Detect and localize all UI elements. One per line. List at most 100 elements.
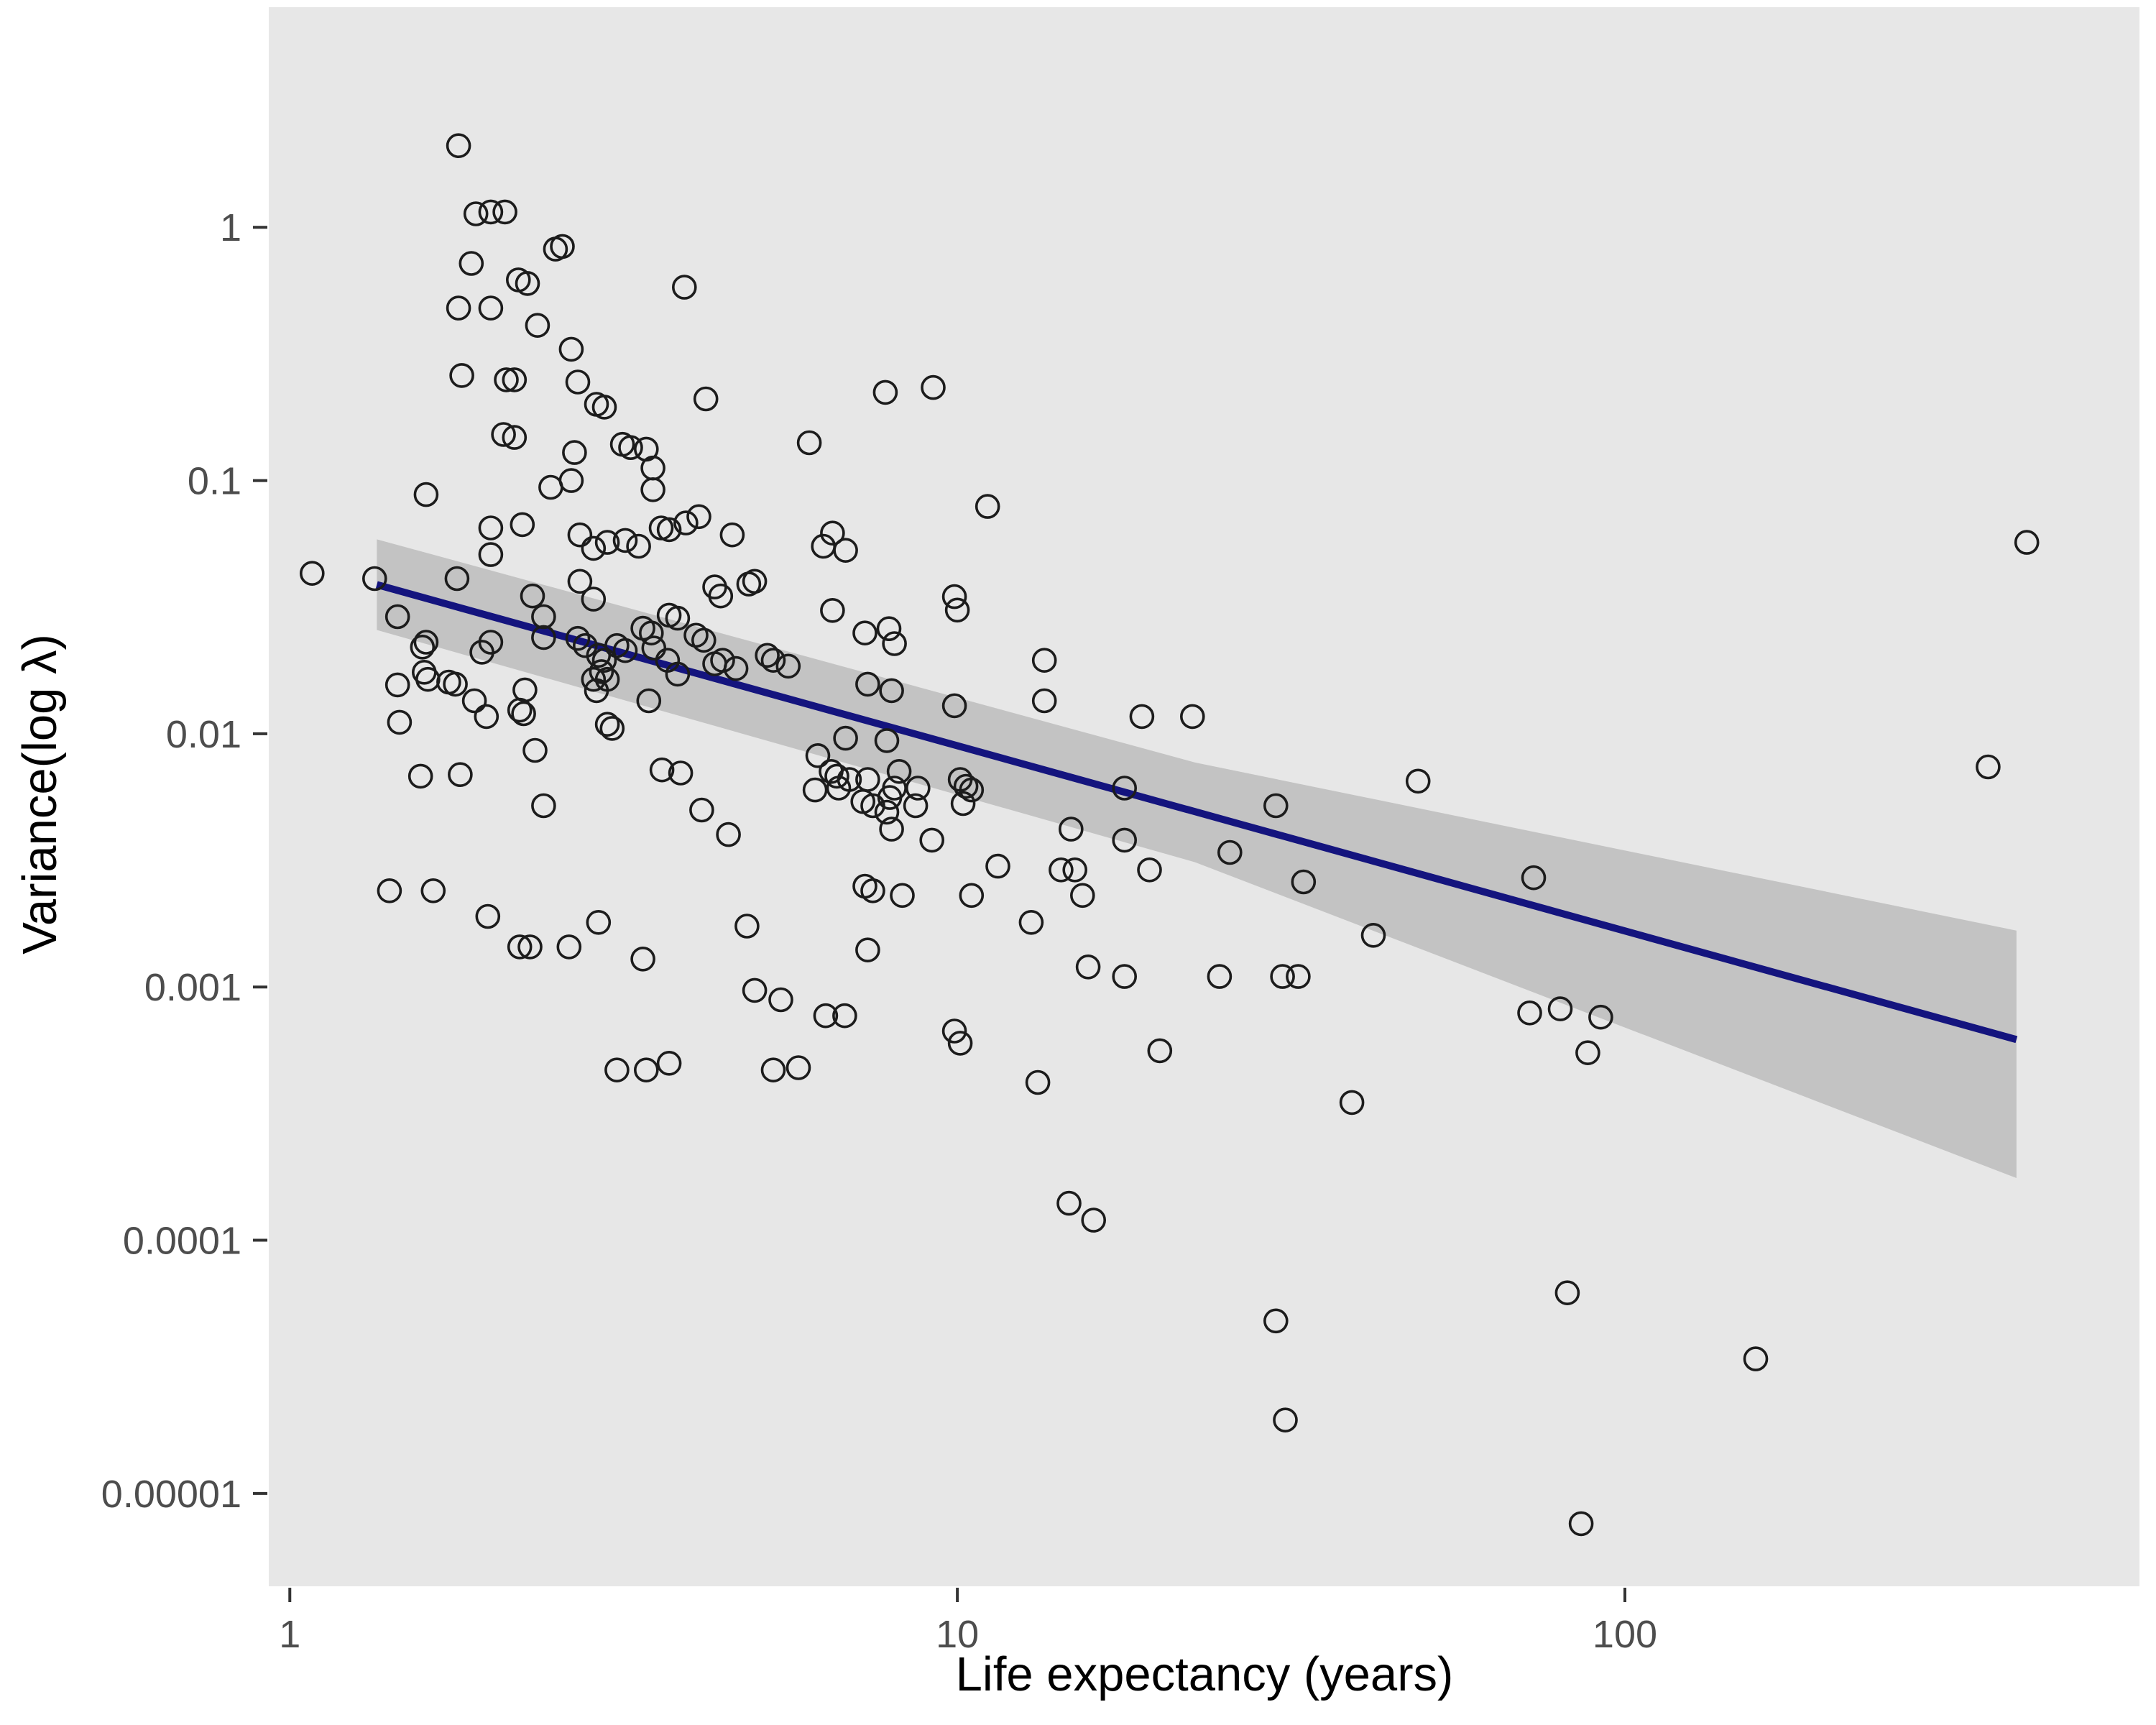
data-point	[565, 625, 591, 651]
data-point	[1062, 857, 1087, 883]
data-point	[640, 477, 665, 502]
data-point	[941, 693, 967, 719]
data-point	[760, 1057, 786, 1082]
data-point	[1031, 648, 1057, 673]
data-point	[1517, 1000, 1542, 1026]
data-point	[591, 395, 617, 420]
data-point	[507, 934, 533, 960]
data-point	[708, 583, 734, 609]
data-point	[384, 672, 410, 698]
data-point	[550, 234, 575, 259]
y-tick-label: 0.00001	[101, 1473, 241, 1516]
data-point	[459, 251, 484, 276]
data-point	[874, 799, 900, 825]
data-point	[673, 510, 699, 535]
data-point	[813, 1003, 839, 1029]
data-point	[520, 583, 545, 609]
data-point	[1263, 793, 1289, 819]
data-point	[852, 620, 877, 646]
data-point	[586, 910, 612, 935]
data-point	[953, 773, 979, 799]
data-point	[1568, 1511, 1594, 1537]
data-point	[876, 616, 902, 642]
x-axis-title: Life expectancy (years)	[956, 1647, 1454, 1701]
x-axis-tick-labels: 1 10 100	[279, 1613, 1657, 1656]
data-point	[636, 688, 662, 714]
data-point	[710, 648, 735, 673]
data-point	[591, 648, 617, 673]
data-point	[879, 816, 904, 842]
data-point	[947, 1031, 973, 1056]
data-point	[944, 597, 970, 623]
data-point	[1554, 1280, 1580, 1305]
data-point	[594, 712, 620, 737]
data-point	[691, 627, 717, 653]
data-point	[562, 440, 587, 465]
data-point	[855, 671, 880, 697]
data-point	[755, 643, 780, 668]
data-point	[361, 566, 387, 592]
data-point	[719, 522, 745, 548]
data-point	[525, 313, 550, 339]
data-point	[507, 697, 533, 723]
y-tick-label: 0.1	[188, 460, 241, 503]
data-point	[1147, 1038, 1173, 1064]
data-point	[474, 704, 499, 730]
data-point	[833, 538, 858, 564]
data-point	[475, 903, 501, 929]
data-point	[886, 759, 912, 784]
data-point	[665, 661, 691, 687]
data-point	[1112, 827, 1137, 853]
x-tick-label: 100	[1593, 1613, 1657, 1656]
data-point	[959, 777, 985, 803]
data-point	[502, 425, 528, 450]
data-point	[833, 725, 858, 751]
data-point	[1286, 964, 1311, 989]
x-tick-label: 10	[936, 1613, 979, 1656]
data-point	[693, 386, 719, 412]
data-point	[671, 275, 697, 300]
data-point	[906, 776, 931, 801]
data-point	[633, 1057, 659, 1082]
data-point	[985, 853, 1010, 879]
data-point	[802, 777, 828, 803]
y-axis-tick-labels: 1 0.1 0.01 0.001 0.0001 0.00001	[101, 206, 241, 1516]
data-point	[941, 1018, 967, 1044]
data-point	[1217, 840, 1243, 865]
data-point	[510, 512, 535, 538]
data-point	[538, 474, 563, 500]
data-point	[420, 878, 446, 903]
data-point	[448, 762, 473, 787]
data-point	[469, 640, 494, 665]
data-point	[1049, 857, 1074, 883]
data-point	[581, 586, 607, 612]
data-point	[1129, 704, 1155, 730]
data-point	[581, 666, 607, 692]
data-point	[626, 533, 651, 559]
data-point	[1575, 1040, 1600, 1065]
data-point	[517, 934, 543, 960]
data-point	[444, 566, 470, 592]
data-point	[478, 542, 504, 567]
data-point	[594, 666, 620, 692]
data-point	[649, 757, 675, 783]
data-point	[1031, 688, 1057, 714]
data-point	[1743, 1346, 1769, 1371]
data-point	[734, 914, 760, 939]
data-point	[410, 634, 436, 660]
data-point	[1056, 1190, 1082, 1216]
x-tick-label: 1	[279, 1613, 300, 1656]
data-point	[531, 793, 556, 819]
data-point	[1075, 954, 1101, 980]
data-point	[1112, 964, 1137, 989]
data-point	[491, 422, 516, 447]
data-point	[494, 367, 519, 392]
data-point	[502, 367, 528, 392]
data-point	[1976, 754, 2001, 780]
data-point	[567, 522, 593, 548]
data-point	[515, 271, 540, 296]
data-point	[618, 435, 643, 461]
data-point	[612, 638, 638, 663]
data-point	[786, 1055, 811, 1080]
